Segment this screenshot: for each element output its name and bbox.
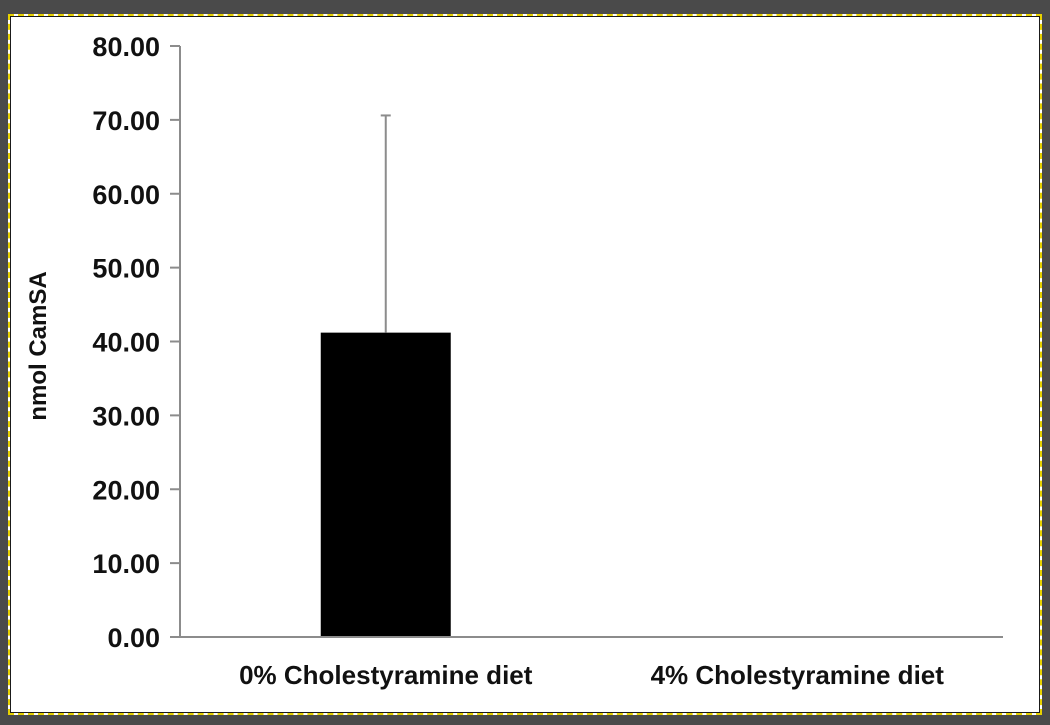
y-tick-label: 50.00 [92,254,160,284]
bar-chart: 0.00 10.00 20.00 30.00 40.00 50.00 60.00 70.00 8… [25,32,1003,690]
x-axis-labels: 0% Cholestyramine diet 4% Cholestyramine … [239,660,944,690]
bars [320,332,451,637]
y-tick-label: 20.00 [92,475,160,505]
x-category-label: 0% Cholestyramine diet [239,660,533,690]
y-tick-label: 40.00 [92,328,160,358]
y-tick-label: 0.00 [107,623,160,653]
bar [320,332,451,637]
chart-frame: 0.00 10.00 20.00 30.00 40.00 50.00 60.00 70.00 8… [8,14,1042,715]
y-tick-label: 10.00 [92,549,160,579]
y-axis-title: nmol CamSA [25,271,52,420]
y-tick-label: 60.00 [92,180,160,210]
y-tick-label: 80.00 [92,32,160,62]
y-tick-label: 70.00 [92,106,160,136]
y-axis-ticks: 0.00 10.00 20.00 30.00 40.00 50.00 60.00 70.00 8… [92,32,180,653]
error-bars [380,114,391,333]
x-category-label: 4% Cholestyramine diet [651,660,945,690]
y-tick-label: 30.00 [92,401,160,431]
